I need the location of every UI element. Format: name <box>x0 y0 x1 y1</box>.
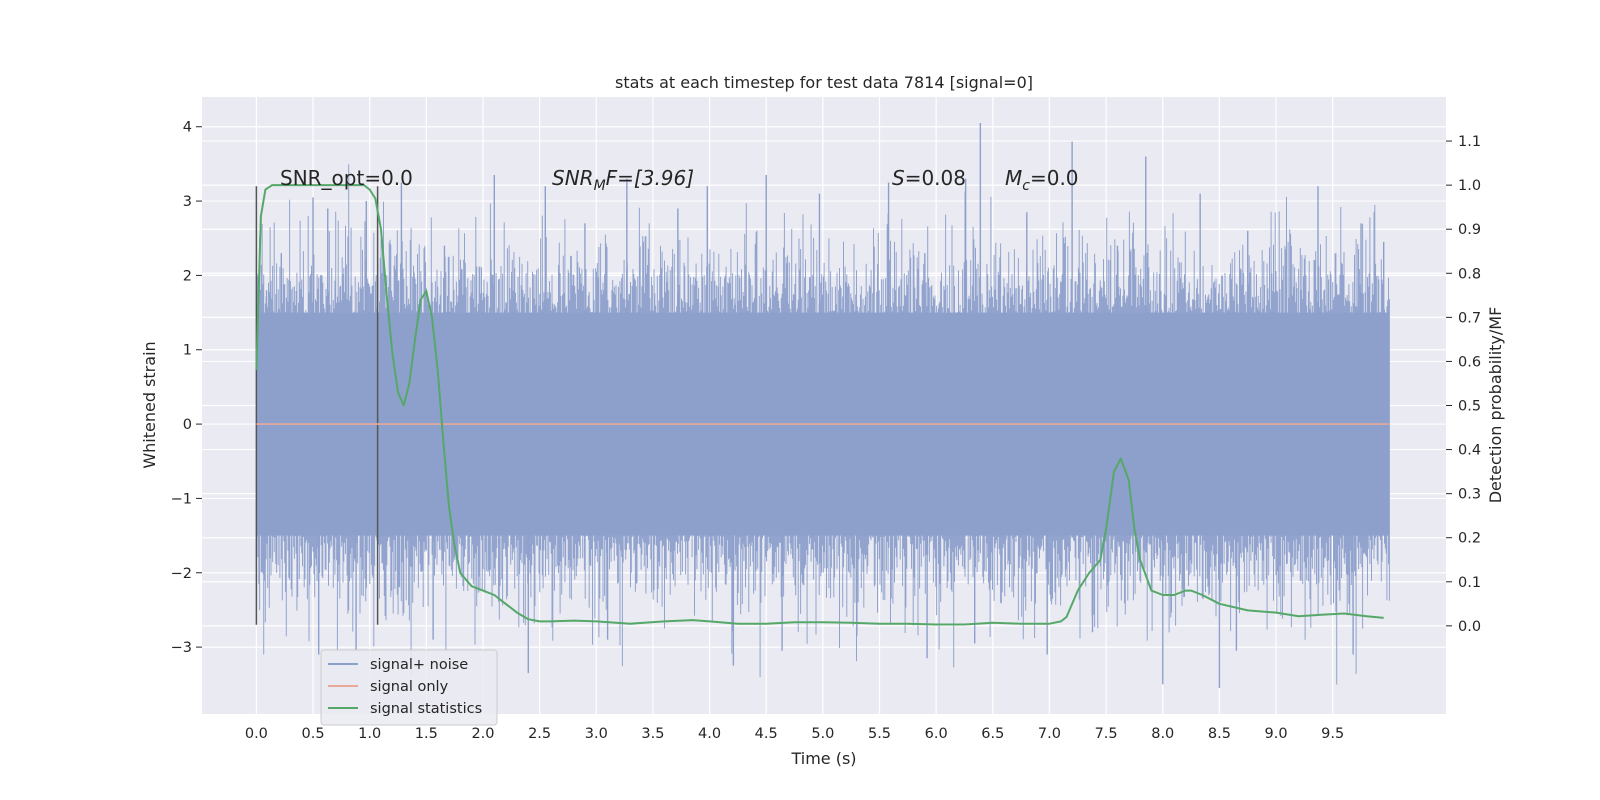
annotation-snr-mf: SNRMF=[3.96] <box>552 166 694 194</box>
y-right-tick-label: 0.3 <box>1458 487 1481 503</box>
x-tick-label: 2.0 <box>471 726 494 742</box>
y-tick-label: −3 <box>171 640 192 656</box>
x-tick-label: 7.0 <box>1038 726 1061 742</box>
y-axis-label-right: Detection probability/MF <box>1486 307 1505 504</box>
annotation-snr-opt: SNR_opt=0.0 <box>280 166 413 190</box>
y-tick-label: 3 <box>183 194 192 210</box>
legend-box <box>320 649 498 726</box>
y-tick-label: 1 <box>183 343 192 359</box>
legend-label-signal-statistics: signal statistics <box>370 701 482 717</box>
x-tick-label: 9.5 <box>1321 726 1344 742</box>
y-right-tick-label: 0.2 <box>1458 531 1481 547</box>
y-right-tick-label: 0.0 <box>1458 619 1481 635</box>
signal-statistics-layer <box>255 184 1384 626</box>
x-tick-label: 6.0 <box>925 726 948 742</box>
s-var: S <box>892 166 905 190</box>
x-tick-label: 4.0 <box>698 726 721 742</box>
snr-mf-base: SNR <box>552 166 594 190</box>
x-tick-label: 6.5 <box>981 726 1004 742</box>
y-right-tick-label: 0.4 <box>1458 443 1481 459</box>
chart-title: stats at each timestep for test data 781… <box>615 73 1033 92</box>
y-tick-label: −2 <box>171 566 192 582</box>
x-tick-label: 1.0 <box>358 726 381 742</box>
x-tick-label: 3.5 <box>641 726 664 742</box>
legend-label-signal-noise: signal+ noise <box>370 657 468 673</box>
mc-rest: =0.0 <box>1030 166 1079 190</box>
y-right-tick-label: 0.6 <box>1458 354 1481 370</box>
y-right-tick-label: 1.0 <box>1458 178 1481 194</box>
y-right-tick-label: 0.9 <box>1458 222 1481 238</box>
x-tick-label: 2.5 <box>528 726 551 742</box>
x-tick-label: 5.0 <box>811 726 834 742</box>
x-tick-label: 3.0 <box>585 726 608 742</box>
y-right-tick-label: 0.5 <box>1458 399 1481 415</box>
y-tick-label: −1 <box>171 491 192 507</box>
y-tick-label: 0 <box>183 417 192 433</box>
x-tick-label: 4.5 <box>755 726 778 742</box>
annotation-mc: Mc=0.0 <box>1005 166 1079 194</box>
signal-statistics-line <box>255 184 1384 626</box>
legend: signal+ noise signal only signal statist… <box>320 649 498 726</box>
mc-sub: c <box>1022 178 1030 194</box>
legend-label-signal-only: signal only <box>370 679 449 695</box>
vertical-markers <box>255 186 379 625</box>
snr-mf-rest: F=[3.96] <box>606 166 694 190</box>
y-right-tick-label: 0.1 <box>1458 575 1481 591</box>
y-right-tick-label: 0.7 <box>1458 310 1481 326</box>
y-right-tick-label: 0.8 <box>1458 266 1481 282</box>
x-tick-label: 0.5 <box>301 726 324 742</box>
annotation-s: S=0.08 <box>892 166 966 190</box>
x-tick-label: 7.5 <box>1095 726 1118 742</box>
y-axis-label: Whitened strain <box>140 341 159 468</box>
y-right-tick-label: 1.1 <box>1458 134 1481 150</box>
y-tick-label: 2 <box>183 268 192 284</box>
x-tick-label: 5.5 <box>868 726 891 742</box>
x-tick-labels: 0.0 0.5 1.0 1.5 2.0 2.5 3.0 3.5 4.0 4.5 5.0 5.5 6.0 6… <box>245 726 1344 742</box>
x-tick-label: 9.0 <box>1265 726 1288 742</box>
y-tick-label: 4 <box>183 120 192 136</box>
x-tick-label: 8.0 <box>1151 726 1174 742</box>
snr-mf-sub: M <box>594 178 606 194</box>
y-tick-labels-right: 1.1 1.0 0.9 0.8 0.7 0.6 0.5 0.4 0.3 0.2 0.1 0.0 <box>1458 134 1481 635</box>
x-axis-label: Time (s) <box>790 749 856 768</box>
s-rest: =0.08 <box>905 166 966 190</box>
x-tick-label: 0.0 <box>245 726 268 742</box>
y-tick-labels-left: 4 3 2 1 0 −1 −2 −3 <box>171 120 192 656</box>
x-tick-label: 1.5 <box>415 726 438 742</box>
x-tick-label: 8.5 <box>1208 726 1231 742</box>
strain-spikes-layer <box>265 123 1385 688</box>
mc-base: M <box>1005 166 1022 190</box>
